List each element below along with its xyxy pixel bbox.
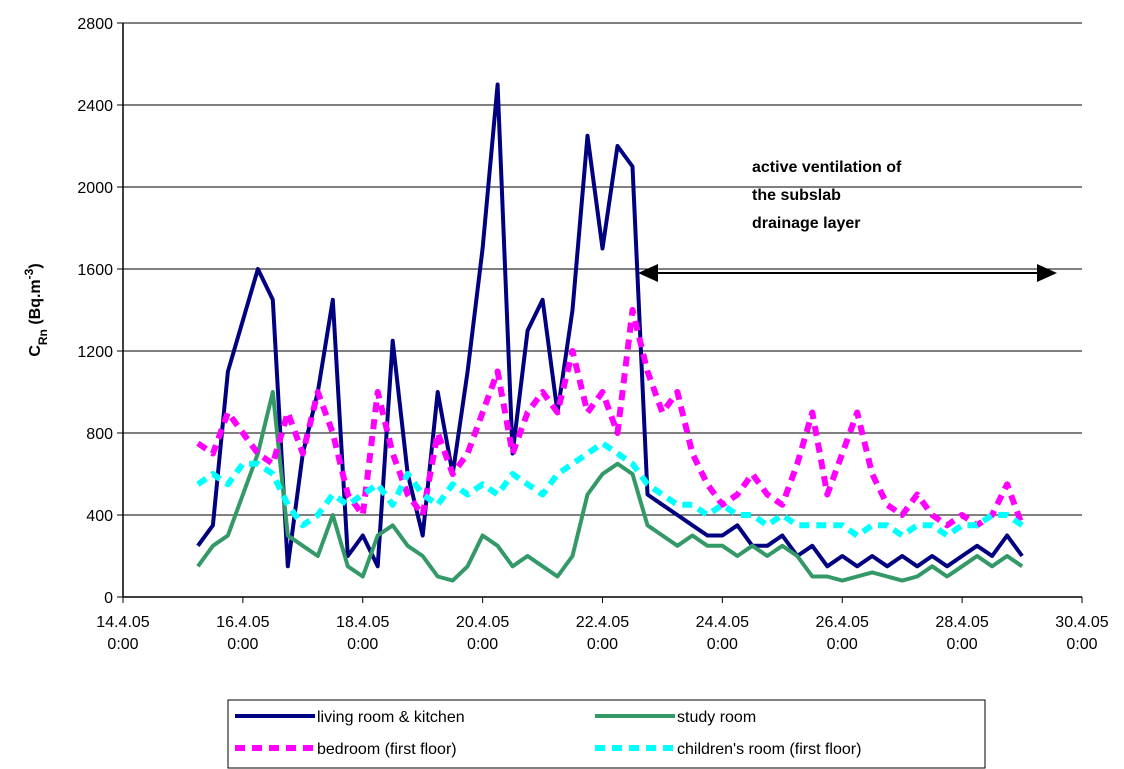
y-axis-label: CRn (Bq.m-3) xyxy=(22,263,50,356)
x-tick-label-line: 0:00 xyxy=(107,636,138,653)
x-tick-label: 14.4.05 0:00 xyxy=(96,614,149,653)
y-label-part: Rn xyxy=(36,329,50,345)
y-tick-label: 0 xyxy=(104,590,113,607)
x-tick-label-line: 0:00 xyxy=(827,636,858,653)
series-line xyxy=(196,82,1024,569)
x-tick-label-line: 20.4.05 xyxy=(456,614,509,631)
y-tick-label: 2000 xyxy=(77,180,113,197)
arrow-head xyxy=(1037,264,1057,282)
x-tick-label: 18.4.05 0:00 xyxy=(336,614,389,653)
legend-label: children's room (first floor) xyxy=(677,741,861,758)
x-tick-label: 28.4.05 0:00 xyxy=(935,614,988,653)
y-label-part: -3 xyxy=(22,268,36,279)
annotation-line: active ventilation of xyxy=(752,159,902,176)
legend-label: study room xyxy=(677,709,756,726)
x-tick-label-line: 0:00 xyxy=(587,636,618,653)
x-tick-label-line: 0:00 xyxy=(1066,636,1097,653)
x-tick-label-line: 30.4.05 xyxy=(1055,614,1108,631)
x-tick-label-line: 22.4.05 xyxy=(576,614,629,631)
x-tick-label-line: 0:00 xyxy=(347,636,378,653)
x-tick-label: 26.4.05 0:00 xyxy=(816,614,869,653)
series-line xyxy=(196,390,1024,583)
series-line xyxy=(196,440,1024,539)
y-label-part: ) xyxy=(27,263,44,268)
y-tick-label: 1200 xyxy=(77,344,113,361)
x-tick-label-line: 24.4.05 xyxy=(696,614,749,631)
x-tick-label-line: 0:00 xyxy=(227,636,258,653)
x-tick-label: 24.4.05 0:00 xyxy=(696,614,749,653)
arrow xyxy=(638,264,1057,282)
x-tick-label: 16.4.05 0:00 xyxy=(216,614,269,653)
x-tick-label: 30.4.05 0:00 xyxy=(1055,614,1108,653)
annotation-line: the subslab xyxy=(752,187,841,204)
y-tick-label: 1600 xyxy=(77,262,113,279)
y-label-part: (Bq.m xyxy=(27,279,44,329)
series-line xyxy=(196,307,1025,529)
annotation: active ventilation of the subslab draina… xyxy=(752,159,902,232)
x-tick-label-line: 0:00 xyxy=(467,636,498,653)
x-tick-label: 20.4.05 0:00 xyxy=(456,614,509,653)
x-tick-label-line: 28.4.05 xyxy=(935,614,988,631)
arrow-head xyxy=(638,264,658,282)
x-tick-label-line: 0:00 xyxy=(707,636,738,653)
x-tick-label-line: 18.4.05 xyxy=(336,614,389,631)
x-tick-label-line: 0:00 xyxy=(947,636,978,653)
x-tick-label: 22.4.05 0:00 xyxy=(576,614,629,653)
legend-label: living room & kitchen xyxy=(317,709,465,726)
y-tick-label: 400 xyxy=(86,508,113,525)
y-label-part: C xyxy=(27,345,44,357)
annotation-line: drainage layer xyxy=(752,215,861,232)
x-tick-label-line: 16.4.05 xyxy=(216,614,269,631)
legend-box xyxy=(227,699,986,769)
y-tick-label: 2800 xyxy=(77,16,113,33)
y-tick-label: 2400 xyxy=(77,98,113,115)
legend-label: bedroom (first floor) xyxy=(317,741,457,758)
x-tick-label-line: 14.4.05 xyxy=(96,614,149,631)
y-tick-label: 800 xyxy=(86,426,113,443)
x-tick-label-line: 26.4.05 xyxy=(816,614,869,631)
